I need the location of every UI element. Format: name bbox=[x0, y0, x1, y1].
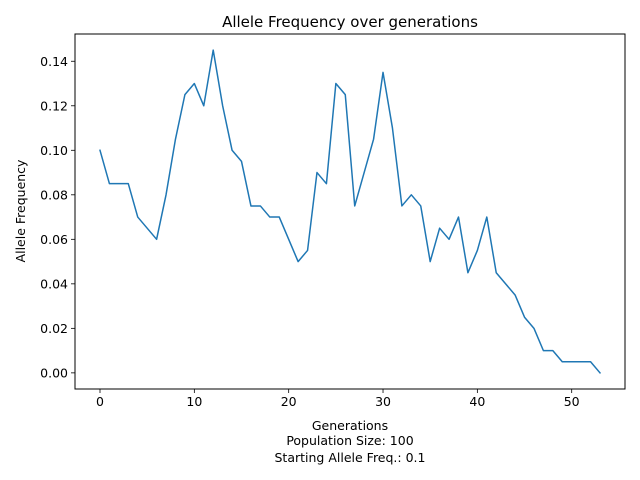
x-tick-label: 20 bbox=[281, 394, 297, 409]
y-tick-label: 0.12 bbox=[40, 98, 68, 113]
x-tick-label: 10 bbox=[186, 394, 202, 409]
y-tick-label: 0.08 bbox=[40, 187, 68, 202]
x-tick-label: 0 bbox=[96, 394, 104, 409]
y-axis-label: Allele Frequency bbox=[13, 159, 28, 263]
y-tick-label: 0.14 bbox=[40, 54, 68, 69]
y-tick-label: 0.10 bbox=[40, 143, 68, 158]
y-tick-label: 0.06 bbox=[40, 232, 68, 247]
x-tick-label: 30 bbox=[375, 394, 391, 409]
chart-title: Allele Frequency over generations bbox=[222, 13, 478, 31]
y-tick-label: 0.02 bbox=[40, 321, 68, 336]
y-tick-label: 0.04 bbox=[40, 276, 68, 291]
series-line-0 bbox=[99, 49, 602, 374]
x-axis: 0 10 20 30 40 50 bbox=[96, 389, 580, 409]
x-tick-label: 40 bbox=[469, 394, 485, 409]
y-axis: 0.00 0.02 0.04 0.06 0.08 0.10 0.12 0.14 bbox=[40, 54, 75, 380]
plot-area bbox=[99, 49, 602, 374]
x-tick-label: 50 bbox=[564, 394, 580, 409]
x-axis-caption-start-freq: Starting Allele Freq.: 0.1 bbox=[275, 450, 426, 465]
x-axis-label: Generations bbox=[312, 418, 388, 433]
x-axis-caption-population: Population Size: 100 bbox=[286, 433, 413, 448]
y-tick-label: 0.00 bbox=[40, 365, 68, 380]
plot-frame bbox=[74, 33, 626, 390]
